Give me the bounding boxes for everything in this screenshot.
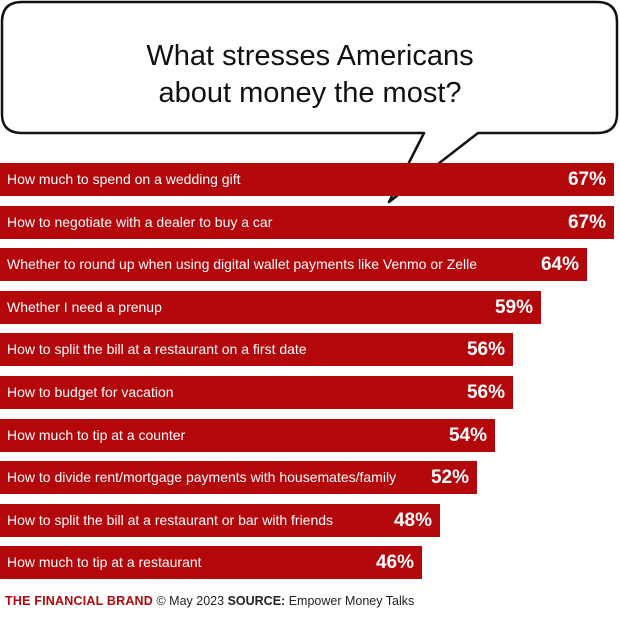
bar-value-label: 48% xyxy=(393,509,432,531)
bar: How much to tip at a restaurant 46% xyxy=(0,546,422,580)
bar: How to budget for vacation 56% xyxy=(0,376,513,409)
bar: Whether to round up when using digital w… xyxy=(0,248,587,282)
bar-label: Whether I need a prenup xyxy=(7,298,162,315)
chart-title: What stresses Americans about money the … xyxy=(30,38,590,112)
bar-value-label: 67% xyxy=(567,169,606,190)
bar-value-label: 56% xyxy=(466,382,505,403)
bar: How to negotiate with a dealer to buy a … xyxy=(0,205,614,239)
bar-label: How to split the bill at a restaurant on… xyxy=(7,341,307,358)
bar-label: How much to tip at a counter xyxy=(7,426,186,443)
bar: Whether I need a prenup 59% xyxy=(0,290,541,324)
source-text: Empower Money Talks xyxy=(288,594,415,608)
bar-label: How to split the bill at a restaurant or… xyxy=(7,511,334,528)
footer-date: © May 2023 xyxy=(156,594,225,608)
bar: How to divide rent/mortgage payments wit… xyxy=(0,461,477,495)
bar-label: How much to tip at a restaurant xyxy=(7,554,202,571)
bar-label: How to divide rent/mortgage payments wit… xyxy=(7,469,397,486)
bar: How much to spend on a wedding gift 67% xyxy=(0,163,614,196)
bar: How much to tip at a counter 54% xyxy=(0,418,495,452)
source-label: SOURCE: xyxy=(227,594,286,608)
bar-value-label: 46% xyxy=(375,552,414,574)
bar-label: How much to spend on a wedding gift xyxy=(7,171,241,187)
bar-label: How to budget for vacation xyxy=(7,384,174,400)
bar: How to split the bill at a restaurant on… xyxy=(0,333,513,367)
bar: How to split the bill at a restaurant or… xyxy=(0,503,440,537)
chart-title-line-1: What stresses Americans xyxy=(146,40,474,72)
bar-value-label: 64% xyxy=(540,254,579,276)
bar-value-label: 67% xyxy=(567,211,606,233)
brand-name: THE FINANCIAL BRAND xyxy=(5,594,154,608)
bar-value-label: 54% xyxy=(448,424,487,446)
bar-label: Whether to round up when using digital w… xyxy=(7,256,478,273)
bar-label: How to negotiate with a dealer to buy a … xyxy=(7,213,273,230)
chart-title-line-2: about money the most? xyxy=(158,77,462,109)
bar-value-label: 59% xyxy=(494,296,533,318)
footer: THE FINANCIAL BRAND © May 2023 SOURCE: E… xyxy=(5,594,414,608)
bar-value-label: 52% xyxy=(430,467,469,489)
bar-value-label: 56% xyxy=(466,339,505,361)
